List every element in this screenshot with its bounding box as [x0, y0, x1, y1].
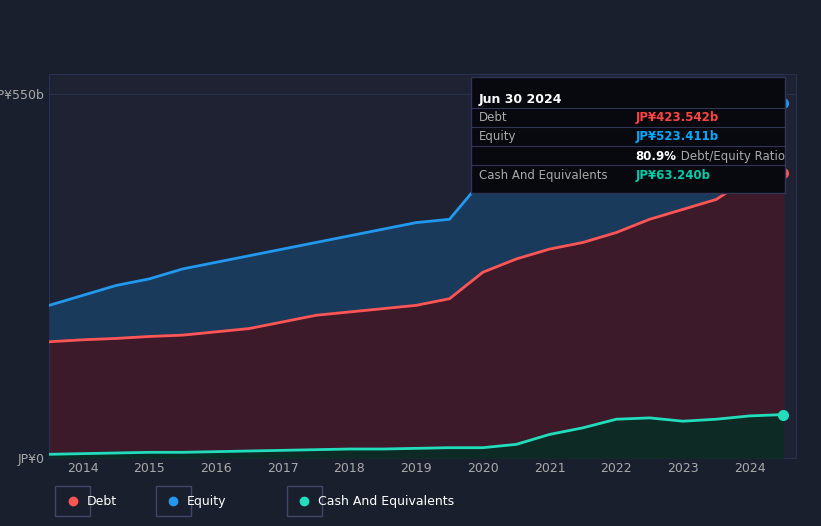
Text: JP¥63.240b: JP¥63.240b	[635, 169, 711, 182]
FancyBboxPatch shape	[287, 486, 322, 516]
Text: JP¥423.542b: JP¥423.542b	[635, 112, 719, 124]
Text: Debt: Debt	[86, 494, 117, 508]
FancyBboxPatch shape	[56, 486, 90, 516]
Text: Debt/Equity Ratio: Debt/Equity Ratio	[677, 150, 785, 163]
FancyBboxPatch shape	[471, 77, 785, 193]
FancyBboxPatch shape	[156, 486, 190, 516]
Text: Equity: Equity	[479, 130, 516, 144]
Text: Debt: Debt	[479, 112, 507, 124]
Text: Jun 30 2024: Jun 30 2024	[479, 93, 562, 106]
Text: Cash And Equivalents: Cash And Equivalents	[318, 494, 454, 508]
Text: 80.9%: 80.9%	[635, 150, 677, 163]
Text: Equity: Equity	[186, 494, 227, 508]
Text: JP¥523.411b: JP¥523.411b	[635, 130, 719, 144]
Text: Cash And Equivalents: Cash And Equivalents	[479, 169, 608, 182]
